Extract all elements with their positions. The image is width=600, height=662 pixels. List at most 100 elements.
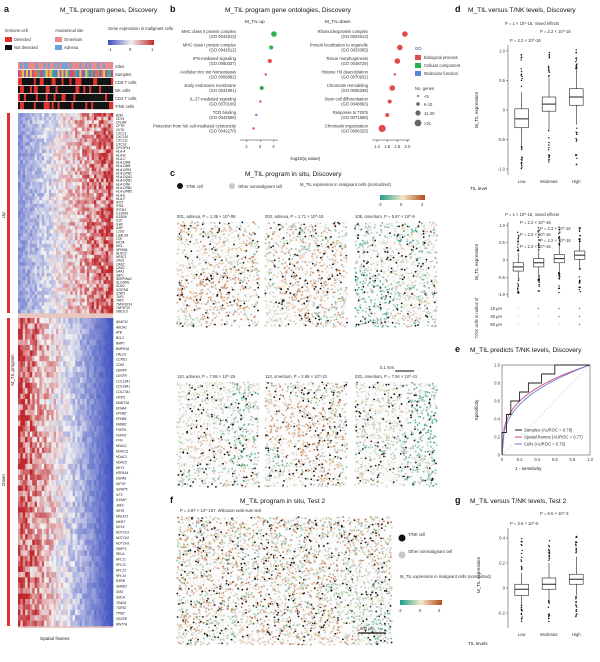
heatmap-cell	[25, 350, 28, 356]
heatmap-cell	[87, 437, 90, 443]
heatmap-cell	[54, 215, 57, 219]
up-bar	[7, 113, 10, 313]
heatmap-cell	[77, 204, 80, 208]
heatmap-cell	[18, 258, 21, 262]
heatmap-cell	[104, 404, 107, 410]
gene-label: RPL23	[116, 568, 126, 572]
heatmap-cell	[18, 415, 21, 421]
heatmap-cell	[20, 367, 23, 373]
heatmap-cell	[66, 556, 69, 562]
heatmap-cell	[23, 288, 26, 292]
heatmap-cell	[61, 306, 64, 310]
gene-label: RPL22	[116, 563, 126, 567]
heatmap-cell	[25, 367, 28, 373]
heatmap-cell	[37, 318, 40, 324]
heatmap-cell	[30, 222, 33, 226]
heatmap-cell	[49, 157, 52, 161]
heatmap-cell	[54, 350, 57, 356]
heatmap-cell	[108, 211, 111, 215]
heatmap-cell	[51, 329, 54, 335]
heatmap-cell	[18, 502, 21, 508]
heatmap-cell	[106, 251, 109, 255]
heatmap-cell	[54, 377, 57, 383]
heatmap-cell	[20, 442, 23, 448]
heatmap-cell	[28, 146, 31, 150]
heatmap-cell	[37, 458, 40, 464]
heatmap-cell	[47, 149, 50, 153]
heatmap-cell	[68, 164, 71, 168]
heatmap-cell	[111, 237, 114, 241]
heatmap-cell	[66, 146, 69, 150]
heatmap-cell	[32, 421, 35, 427]
heatmap-cell	[58, 248, 61, 252]
heatmap-cell	[101, 197, 104, 201]
heatmap-cell	[101, 131, 104, 135]
heatmap-cell	[58, 421, 61, 427]
heatmap-cell	[28, 588, 31, 594]
heatmap-cell	[23, 426, 26, 432]
heatmap-cell	[75, 318, 78, 324]
heatmap-cell	[58, 298, 61, 302]
heatmap-cell	[87, 523, 90, 529]
heatmap-cell	[101, 577, 104, 583]
heatmap-cell	[56, 131, 59, 135]
heatmap-cell	[68, 513, 71, 519]
heatmap-cell	[89, 222, 92, 226]
go-up-tick-label: 2	[245, 144, 248, 149]
heatmap-cell	[89, 142, 92, 146]
heatmap-cell	[75, 367, 78, 373]
annotation-cell	[111, 102, 113, 109]
heatmap-cell	[96, 594, 99, 600]
heatmap-cell	[42, 222, 45, 226]
heatmap-cell	[106, 621, 109, 627]
heatmap-cell	[49, 437, 52, 443]
heatmap-cell	[32, 556, 35, 562]
heatmap-cell	[56, 142, 59, 146]
heatmap-cell	[30, 437, 33, 443]
heatmap-cell	[37, 117, 40, 121]
heatmap-cell	[96, 309, 99, 313]
heatmap-cell	[73, 142, 76, 146]
heatmap-cell	[54, 529, 57, 535]
heatmap-cell	[94, 377, 97, 383]
heatmap-cell	[96, 175, 99, 179]
heatmap-cell	[92, 377, 95, 383]
heatmap-cell	[108, 229, 111, 233]
heatmap-cell	[23, 237, 26, 241]
annotation-cell	[107, 86, 109, 93]
heatmap-cell	[92, 621, 95, 627]
annotation-cell	[67, 102, 69, 109]
heatmap-cell	[51, 193, 54, 197]
heatmap-cell	[80, 421, 83, 427]
heatmap-cell	[99, 306, 102, 310]
heatmap-cell	[32, 480, 35, 486]
heatmap-cell	[30, 588, 33, 594]
heatmap-cell	[82, 244, 85, 248]
heatmap-cell	[39, 442, 42, 448]
heatmap-cell	[85, 442, 88, 448]
heatmap-cell	[49, 146, 52, 150]
heatmap-cell	[92, 491, 95, 497]
heatmap-cell	[39, 171, 42, 175]
heatmap-cell	[23, 415, 26, 421]
heatmap-cell	[89, 175, 92, 179]
heatmap-cell	[20, 329, 23, 335]
heatmap-cell	[73, 244, 76, 248]
heatmap-cell	[99, 372, 102, 378]
gene-label: CD63	[116, 363, 124, 367]
annotation-cell	[20, 102, 22, 109]
heatmap-cell	[80, 291, 83, 295]
heatmap-cell	[20, 146, 23, 150]
heatmap-cell	[99, 415, 102, 421]
heatmap-cell	[42, 113, 45, 117]
annotation-cell	[83, 78, 85, 85]
heatmap-cell	[30, 556, 33, 562]
annotation-cell	[109, 62, 111, 69]
heatmap-cell	[47, 388, 50, 394]
heatmap-cell	[94, 556, 97, 562]
heatmap-cell	[94, 229, 97, 233]
heatmap-cell	[20, 135, 23, 139]
heatmap-cell	[54, 588, 57, 594]
heatmap-cell	[39, 277, 42, 281]
heatmap-cell	[66, 120, 69, 124]
